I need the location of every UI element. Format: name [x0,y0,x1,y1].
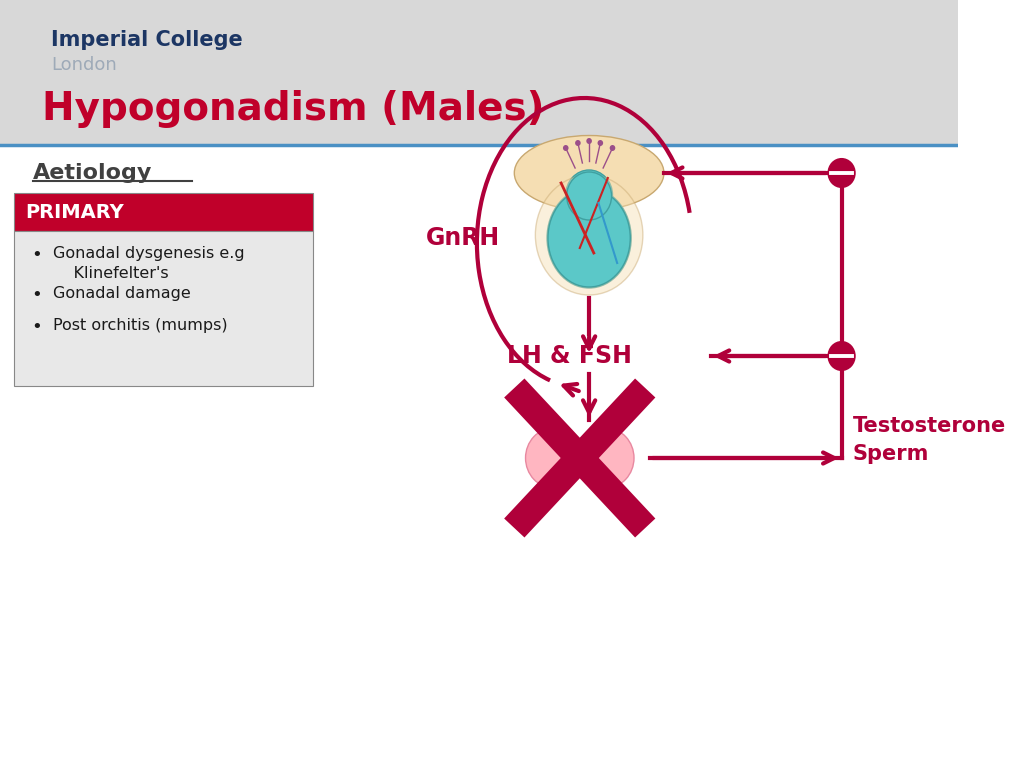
Text: Post orchitis (mumps): Post orchitis (mumps) [53,318,228,333]
Circle shape [525,428,582,488]
Circle shape [578,428,634,488]
Circle shape [828,159,855,187]
Ellipse shape [547,188,631,288]
Text: Aetiology: Aetiology [33,163,153,183]
Text: Hypogonadism (Males): Hypogonadism (Males) [42,90,545,128]
Circle shape [563,145,568,151]
Text: Imperial College: Imperial College [51,30,243,50]
FancyBboxPatch shape [14,231,313,386]
Text: •: • [31,318,42,336]
Ellipse shape [548,189,630,287]
Text: •: • [31,246,42,264]
Text: PRIMARY: PRIMARY [26,203,124,221]
FancyBboxPatch shape [0,145,957,768]
Circle shape [598,140,603,146]
Text: GnRH: GnRH [426,226,500,250]
Ellipse shape [566,172,611,220]
Circle shape [575,140,581,146]
Text: •: • [31,286,42,304]
Text: Gonadal dysgenesis e.g
    Klinefelter's: Gonadal dysgenesis e.g Klinefelter's [53,246,245,281]
Text: London: London [51,56,117,74]
Circle shape [587,138,592,144]
Ellipse shape [563,197,614,239]
FancyBboxPatch shape [0,0,957,145]
FancyBboxPatch shape [14,193,313,231]
FancyBboxPatch shape [582,173,597,208]
Text: LH & FSH: LH & FSH [507,344,632,368]
Ellipse shape [536,175,643,295]
Ellipse shape [514,135,664,210]
Text: Testosterone
Sperm: Testosterone Sperm [853,416,1006,464]
Circle shape [828,342,855,370]
Circle shape [609,145,615,151]
Ellipse shape [565,170,612,220]
Text: Gonadal damage: Gonadal damage [53,286,191,301]
